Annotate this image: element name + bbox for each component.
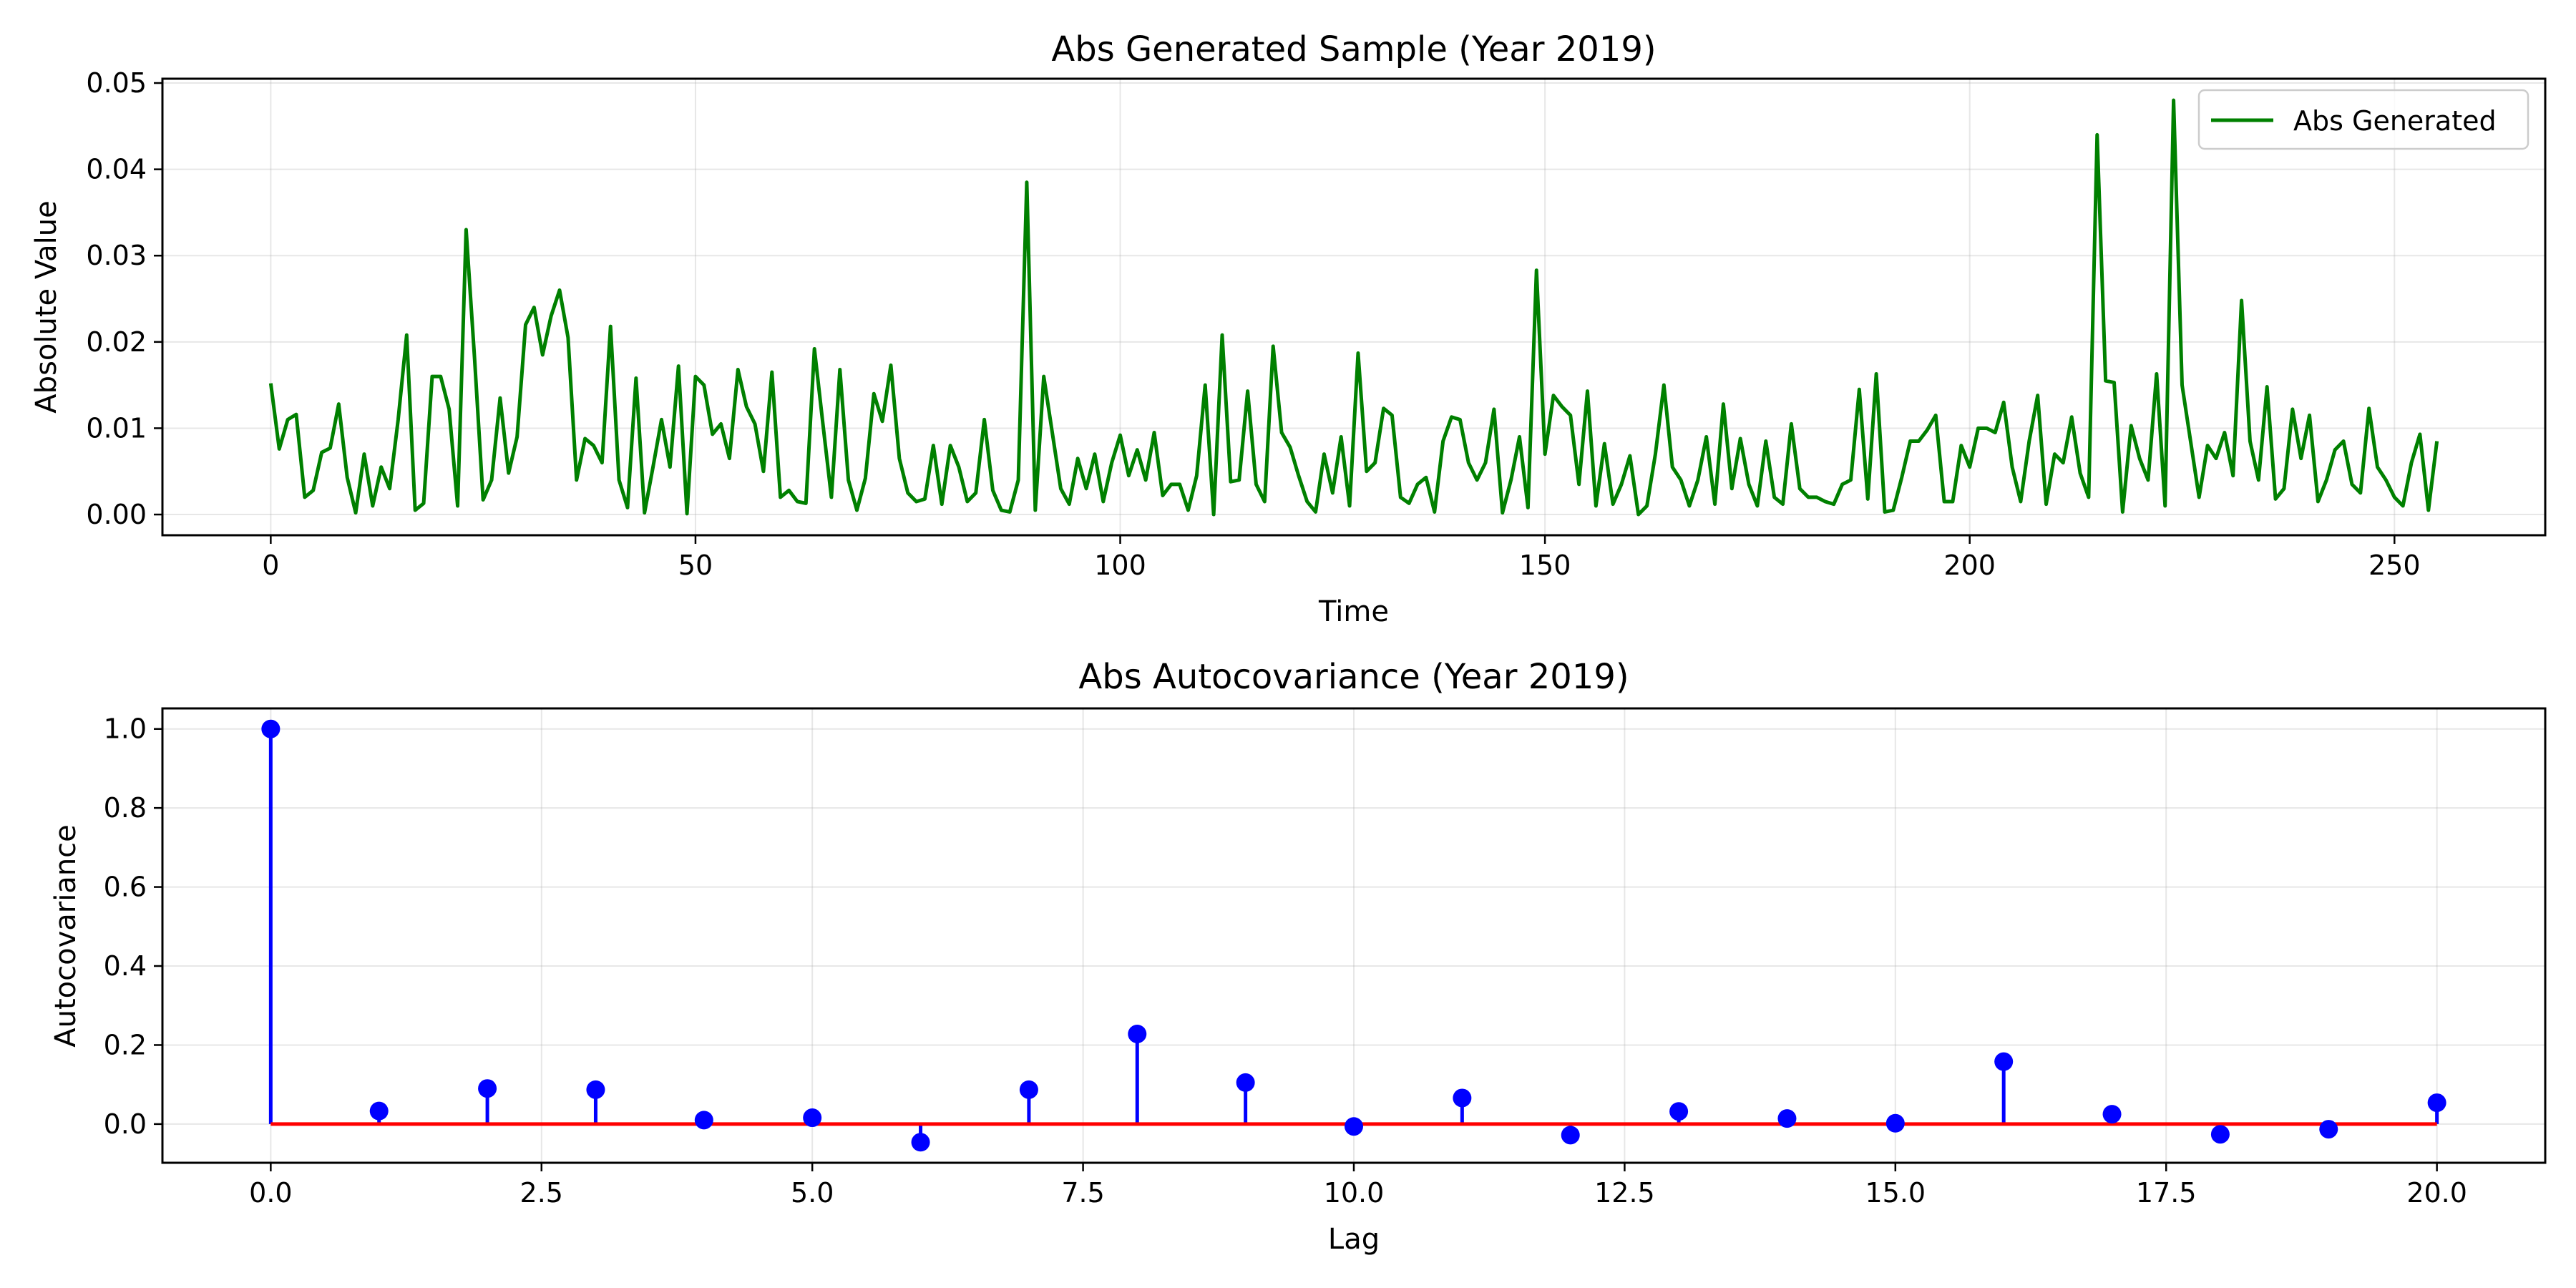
stem-marker: [1777, 1109, 1797, 1128]
stem-chart-xtick-label: 20.0: [2406, 1177, 2467, 1209]
line-chart-xtick-label: 250: [2368, 550, 2421, 581]
line-chart-xtick-label: 0: [262, 550, 279, 581]
stem-chart-xtick-label: 15.0: [1865, 1177, 1926, 1209]
line-chart-ytick-label: 0.05: [86, 67, 147, 99]
stem-marker: [1453, 1088, 1472, 1108]
stem-chart-series: [261, 719, 2446, 1152]
line-chart-ylabel: Absolute Value: [30, 200, 63, 413]
stem-marker: [1669, 1102, 1689, 1121]
stem-chart-xtick-label: 10.0: [1324, 1177, 1385, 1209]
stem-chart-xtick-label: 2.5: [520, 1177, 563, 1209]
line-chart-ticks: 0 50 100 150 200 250 0.00 0.01 0.02 0.03 0.04 0.05: [86, 67, 2420, 581]
line-chart-xtick-label: 100: [1094, 550, 1146, 581]
stem-marker: [369, 1101, 389, 1121]
line-chart-ytick-label: 0.01: [86, 412, 147, 444]
stem-marker: [1345, 1117, 1363, 1136]
stem-marker: [1019, 1080, 1038, 1099]
line-chart-legend: Abs Generated: [2197, 89, 2529, 150]
stem-marker: [586, 1080, 605, 1099]
stem-marker: [1885, 1113, 1905, 1133]
legend-entry-abs-generated: Abs Generated: [2293, 105, 2497, 137]
stem-marker: [478, 1079, 497, 1098]
stem-chart-xtick-label: 0.0: [249, 1177, 292, 1209]
legend-box: [2197, 89, 2529, 150]
line-chart-xlabel: Time: [1318, 595, 1389, 628]
stem-marker: [1994, 1052, 2014, 1071]
stem-chart-ytick-label: 0.4: [104, 950, 147, 982]
line-chart-frame: [161, 77, 2547, 537]
line-chart-xtick-label: 150: [1519, 550, 1571, 581]
stem-chart-xtick-label: 7.5: [1061, 1177, 1104, 1209]
line-chart-panel: 0 50 100 150 200 2500.000.010.020.030.040.05 …: [30, 29, 2547, 628]
stem-chart-ytick-label: 0.2: [104, 1029, 147, 1060]
stem-chart-title: Abs Autocovariance (Year 2019): [1078, 657, 1629, 697]
stem-chart-xtick-label: 12.5: [1594, 1177, 1655, 1209]
line-chart-title: Abs Generated Sample (Year 2019): [1051, 29, 1656, 69]
line-series-abs-generated: [268, 98, 2439, 517]
stem-chart-ytick-label: 1.0: [104, 713, 147, 745]
stem-chart-ytick-label: 0.8: [104, 792, 147, 824]
stem-marker: [694, 1111, 713, 1130]
stem-marker: [2102, 1105, 2122, 1124]
stem-chart-xtick-label: 5.0: [791, 1177, 834, 1209]
line-chart-xtick-label: 200: [1943, 550, 1996, 581]
stem-chart-panel: 0.0 2.5 5.0 7.5 10.0 12.5 15.0 17.5 20.0 0.0 0.2 0.…: [49, 657, 2547, 1256]
stem-chart-ytick-label: 0.0: [104, 1108, 147, 1140]
stem-chart-xlabel: Lag: [1328, 1223, 1380, 1256]
stem-chart-ylabel: Autocovariance: [49, 824, 82, 1048]
stem-chart-xtick-label: 17.5: [2136, 1177, 2197, 1209]
stem-marker: [803, 1108, 822, 1128]
stem-marker: [1561, 1126, 1580, 1145]
stem-marker: [1128, 1024, 1147, 1043]
line-chart-ytick-label: 0.04: [86, 154, 147, 185]
stem-chart-ticks: 0.0 2.5 5.0 7.5 10.0 12.5 15.0 17.5 20.0 0.0 0.2 0.…: [104, 713, 2467, 1209]
stem-marker: [1236, 1073, 1255, 1092]
stem-marker: [2210, 1125, 2230, 1144]
line-chart-series: [268, 98, 2439, 517]
stem-marker: [2319, 1120, 2338, 1139]
line-chart-ytick-label: 0.02: [86, 326, 147, 358]
stem-marker: [2427, 1093, 2446, 1113]
line-chart-grid: [162, 79, 2545, 535]
line-chart-ytick-label: 0.00: [86, 499, 147, 530]
line-chart-ytick-label: 0.03: [86, 240, 147, 271]
stem-marker: [261, 719, 280, 738]
stem-marker: [911, 1133, 930, 1152]
line-chart-xtick-label: 50: [678, 550, 713, 581]
stem-chart-ytick-label: 0.6: [104, 872, 147, 903]
